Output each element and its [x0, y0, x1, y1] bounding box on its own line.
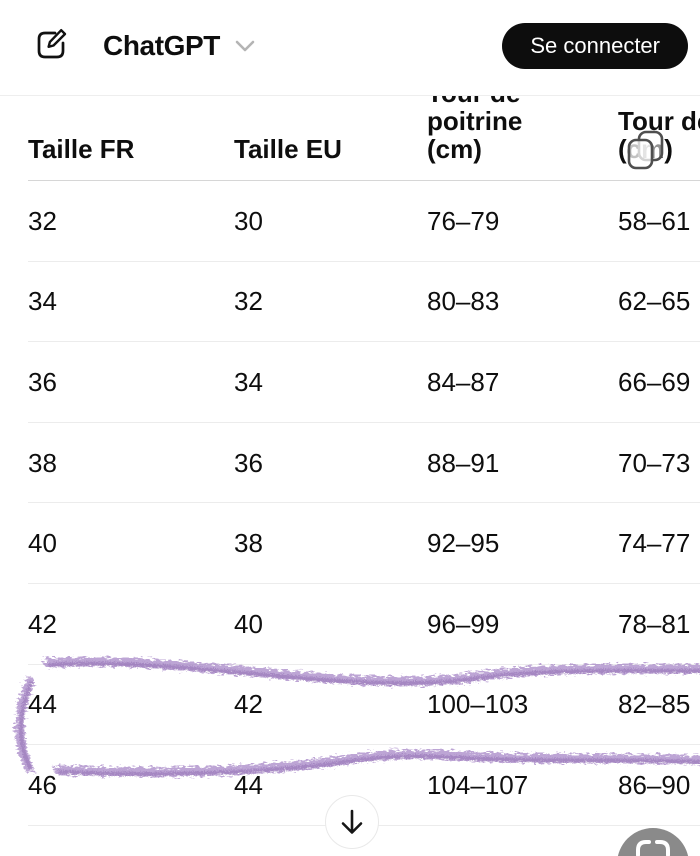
- table-row: 34 32 80–83 62–65: [28, 262, 700, 343]
- table-cell: 86–90: [618, 769, 691, 800]
- table-cell: 44: [28, 689, 57, 720]
- table-cell: 66–69: [618, 366, 691, 397]
- chevron-down-icon: [235, 40, 255, 52]
- table-row: 44 42 100–103 82–85: [28, 665, 700, 746]
- table-cell: 36: [234, 447, 263, 478]
- compose-icon: [37, 29, 67, 59]
- table-row: 42 40 96–99 78–81: [28, 584, 700, 665]
- login-button[interactable]: Se connecter: [502, 23, 688, 69]
- table-row: 32 30 76–79 58–61: [28, 181, 700, 262]
- table-cell: 80–83: [427, 286, 500, 317]
- table-cell: 46: [28, 769, 57, 800]
- table-cell: 34: [234, 366, 263, 397]
- table-cell: 84–87: [427, 366, 500, 397]
- table-cell: 76–79: [427, 205, 500, 236]
- table-cell: 58–61: [618, 205, 691, 236]
- table-cell: 30: [234, 205, 263, 236]
- table-cell: 44: [234, 769, 263, 800]
- table-cell: 36: [28, 366, 57, 397]
- table-cell: 32: [234, 286, 263, 317]
- table-cell: 78–81: [618, 608, 691, 639]
- scroll-down-button[interactable]: [325, 795, 379, 849]
- table-cell: 38: [28, 447, 57, 478]
- table-row: 36 34 84–87 66–69: [28, 342, 700, 423]
- table-cell: 42: [234, 689, 263, 720]
- table-cell: 92–95: [427, 528, 500, 559]
- table-cell: 42: [28, 608, 57, 639]
- table-cell: 62–65: [618, 286, 691, 317]
- table-cell: 74–77: [618, 528, 691, 559]
- table-cell: 96–99: [427, 608, 500, 639]
- screenshot-icon: [636, 840, 670, 856]
- table-cell: 40: [28, 528, 57, 559]
- table-cell: 32: [28, 205, 57, 236]
- table-header-cell: Taille FR: [28, 134, 135, 164]
- app-header: ChatGPT Se connecter: [0, 0, 700, 96]
- table-cell: 82–85: [618, 689, 691, 720]
- table-cell: 40: [234, 608, 263, 639]
- table-row: 40 38 92–95 74–77: [28, 503, 700, 584]
- screenshot-button[interactable]: [617, 828, 689, 856]
- app-title: ChatGPT: [103, 30, 220, 61]
- model-switcher[interactable]: ChatGPT: [103, 26, 256, 66]
- size-table-body: 32 30 76–79 58–61 34 32 80–83 62–65 36 34 84–87 66–…: [28, 181, 700, 826]
- table-header-cell: Taille EU: [234, 134, 342, 164]
- table-row: 38 36 88–91 70–73: [28, 423, 700, 504]
- table-cell: 34: [28, 286, 57, 317]
- table-cell: 88–91: [427, 447, 500, 478]
- table-cell: 38: [234, 528, 263, 559]
- table-cell: 100–103: [427, 689, 529, 720]
- down-arrow-icon: [341, 809, 363, 834]
- table-cell: 70–73: [618, 447, 691, 478]
- new-chat-button[interactable]: [34, 28, 68, 62]
- copy-icon[interactable]: [624, 126, 666, 172]
- table-cell: 104–107: [427, 769, 529, 800]
